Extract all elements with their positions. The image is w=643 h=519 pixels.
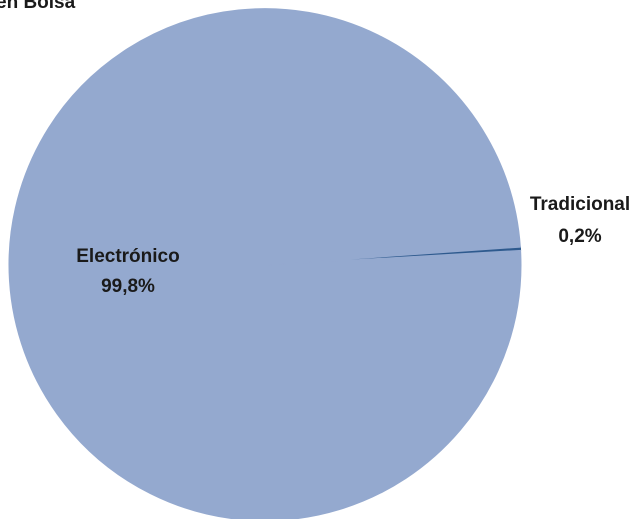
slice-label-electronico: Electrónico xyxy=(76,246,179,267)
pie-labels: Electrónico 99,8% Tradicional 0,2% xyxy=(76,194,630,297)
chart-title: en Bolsa xyxy=(0,0,76,13)
slice-label-tradicional: Tradicional xyxy=(530,194,630,215)
pie-slices xyxy=(8,8,522,519)
pie-slice-electronico xyxy=(8,8,522,519)
slice-value-electronico: 99,8% xyxy=(101,276,155,297)
slice-value-tradicional: 0,2% xyxy=(558,226,601,247)
